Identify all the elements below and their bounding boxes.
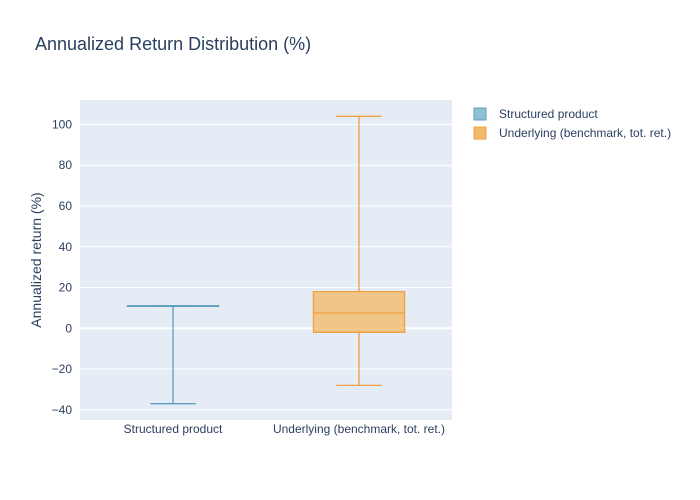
y-tick-label: 40 <box>59 240 73 254</box>
box-plots <box>126 115 406 405</box>
legend-label: Structured product <box>499 107 598 121</box>
legend-item[interactable]: Structured product <box>473 107 598 121</box>
y-tick-label: 60 <box>59 199 73 213</box>
x-tick-label: Structured product <box>124 422 223 436</box>
y-axis-title: Annualized return (%) <box>28 192 44 327</box>
legend-swatch <box>473 126 487 140</box>
y-tick-label: 0 <box>65 321 72 335</box>
box-2[interactable] <box>312 115 406 387</box>
x-axis-ticks: Structured product Underlying (benchmark,… <box>124 422 445 436</box>
legend-item[interactable]: Underlying (benchmark, tot. ret.) <box>473 126 671 140</box>
y-tick-label: −20 <box>52 362 73 376</box>
legend[interactable]: Structured product Underlying (benchmark,… <box>473 107 671 140</box>
y-axis-ticks: −40 −20 0 20 40 60 80 100 <box>52 117 73 416</box>
y-tick-label: 80 <box>59 158 73 172</box>
legend-swatch <box>473 107 487 121</box>
x-tick-label: Underlying (benchmark, tot. ret.) <box>273 422 445 436</box>
y-tick-label: −40 <box>52 403 73 417</box>
y-tick-label: 20 <box>59 281 73 295</box>
legend-label: Underlying (benchmark, tot. ret.) <box>499 126 671 140</box>
y-tick-label: 100 <box>52 117 72 131</box>
plot-area <box>80 100 452 420</box>
iqr-box <box>312 290 406 334</box>
gridlines <box>80 123 452 411</box>
chart-title: Annualized Return Distribution (%) <box>35 34 311 54</box>
box-1[interactable] <box>126 305 220 405</box>
